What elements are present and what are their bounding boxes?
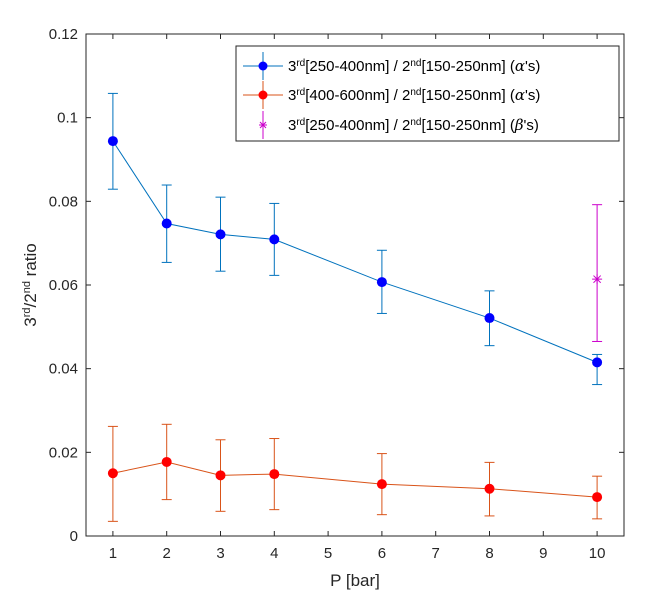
y-axis-label: 3rd/2nd ratio: [21, 243, 40, 326]
legend-entry-1: 3rd[250-400nm] / 2nd[150-250nm] (α's): [243, 52, 540, 80]
legend: 3rd[250-400nm] / 2nd[150-250nm] (α's) 3r…: [235, 45, 620, 142]
x-tick-label: 5: [324, 545, 332, 562]
series-3: [592, 204, 603, 342]
data-point: [161, 218, 172, 229]
legend-marker-1: [258, 61, 268, 71]
x-tick-label: 8: [485, 545, 493, 562]
data-point: [484, 483, 495, 494]
data-point: [269, 469, 280, 480]
x-axis-label: P [bar]: [330, 571, 380, 590]
legend-box: [235, 45, 620, 142]
data-point: [161, 456, 172, 467]
y-tick-label: 0.02: [49, 444, 78, 461]
y-tick-label: 0.1: [57, 110, 78, 127]
legend-entry-2: 3rd[400-600nm] / 2nd[150-250nm] (α's): [243, 81, 540, 109]
legend-label-1: 3rd[250-400nm] / 2nd[150-250nm] (α's): [288, 57, 540, 75]
x-tick-label: 7: [432, 545, 440, 562]
axes: 1 2 3 4 5 6 7 8 9 10 0 0.02 0.04 0.06 0.08 0.1 0.12: [49, 26, 624, 562]
series-2: [107, 423, 603, 522]
data-point: [107, 136, 118, 147]
data-point: [592, 357, 603, 368]
series-1: [107, 92, 603, 386]
legend-label-3: 3rd[250-400nm] / 2nd[150-250nm] (β's): [288, 116, 539, 134]
x-tick-label: 2: [163, 545, 171, 562]
plot-frame: [85, 33, 625, 537]
data-point: [215, 229, 226, 240]
x-tick-label: 3: [216, 545, 224, 562]
data-point: [484, 313, 495, 324]
y-tick-label: 0.04: [49, 361, 78, 378]
x-tick-label: 10: [589, 545, 606, 562]
data-point: [592, 492, 603, 503]
legend-entry-3: 3rd[250-400nm] / 2nd[150-250nm] (β's): [259, 111, 539, 139]
x-tick-label: 4: [270, 545, 278, 562]
y-tick-label: 0.12: [49, 26, 78, 43]
y-tick-label: 0.06: [49, 277, 78, 294]
x-tick-label: 9: [539, 545, 547, 562]
series-group: [107, 92, 603, 522]
data-point: [215, 470, 226, 481]
x-tick-label: 6: [378, 545, 386, 562]
legend-marker-2: [258, 90, 268, 100]
y-tick-label: 0: [70, 528, 78, 545]
data-point: [107, 468, 118, 479]
data-point: [592, 274, 603, 285]
legend-marker-3: [259, 121, 267, 129]
y-tick-label: 0.08: [49, 193, 78, 210]
data-point: [269, 234, 280, 245]
x-tick-label: 1: [109, 545, 117, 562]
data-point: [376, 479, 387, 490]
data-point: [376, 277, 387, 288]
legend-label-2: 3rd[400-600nm] / 2nd[150-250nm] (α's): [288, 86, 540, 104]
